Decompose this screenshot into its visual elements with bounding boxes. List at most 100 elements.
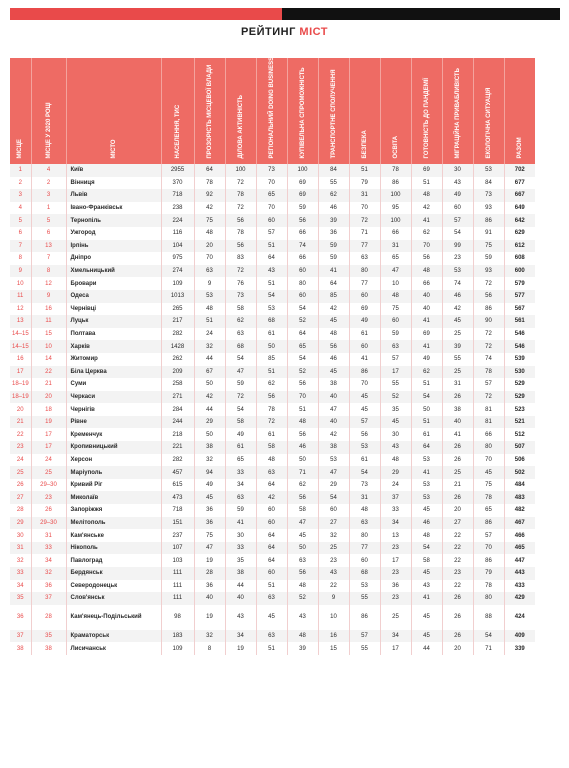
table-row: 18–19 20 Черкаси 271 42 72 56 70 40 45 52 54 26 72 529 [10, 390, 563, 404]
table-cell: 59 [318, 252, 350, 265]
city-cell: Кривий Ріг [66, 478, 162, 492]
table-cell: 60 [256, 214, 288, 227]
table-cell: 64 [287, 327, 319, 341]
rank-2020-cell: 1 [31, 201, 67, 215]
table-cell: 21 [442, 478, 474, 492]
rank-2020-cell: 29–30 [31, 516, 67, 530]
rank-2020-cell: 5 [31, 214, 67, 227]
table-row: 24 24 Херсон 282 32 65 48 50 53 61 48 53 26 70 506 [10, 453, 563, 467]
table-cell: 86 [473, 516, 505, 530]
column-header-label: Разом [516, 136, 523, 158]
table-cell: 78 [473, 365, 505, 379]
table-cell: 40 [225, 592, 257, 605]
rank-cell: 17 [10, 365, 32, 379]
rank-2020-cell: 12 [31, 277, 67, 290]
table-cell: 36 [318, 226, 350, 240]
table-cell: 47 [225, 365, 257, 379]
table-row: 29 29–30 Мелітополь 151 36 41 60 47 27 63 34 46 27 86… [10, 516, 563, 530]
table-cell: 62 [225, 315, 257, 328]
table-cell: 86 [380, 176, 412, 190]
total-cell: 447 [504, 554, 535, 567]
table-cell: 62 [411, 226, 443, 240]
column-header: Купівельна спроможність [287, 58, 319, 164]
column-header: Готовність до пандемії [411, 58, 443, 164]
city-cell: Біла Церква [66, 365, 162, 379]
total-cell: 667 [504, 189, 535, 202]
table-cell: 56 [225, 239, 257, 253]
city-cell: Кременчук [66, 428, 162, 442]
table-cell: 55 [442, 352, 474, 366]
table-cell: 23 [380, 541, 412, 555]
table-cell: 218 [161, 428, 195, 442]
city-cell: Хмельницький [66, 264, 162, 278]
table-cell: 54 [225, 403, 257, 416]
table-cell: 72 [349, 214, 381, 227]
total-cell: 546 [504, 327, 535, 341]
column-header: Регіональний Doing Business [256, 56, 288, 164]
table-cell: 284 [161, 403, 195, 416]
title-part-1: РЕЙТИНГ [240, 26, 296, 38]
column-header: Місто [66, 58, 162, 164]
table-cell: 78 [473, 491, 505, 505]
total-cell: 506 [504, 453, 535, 467]
table-cell: 73 [225, 289, 257, 303]
table-cell: 45 [349, 403, 381, 416]
table-cell: 64 [256, 529, 288, 542]
table-cell: 32 [194, 453, 226, 467]
table-cell: 73 [256, 164, 288, 177]
table-cell: 41 [411, 315, 443, 328]
table-cell: 57 [349, 629, 381, 643]
city-cell: Нікополь [66, 541, 162, 555]
city-cell: Черкаси [66, 390, 162, 404]
rank-2020-cell: 8 [31, 264, 67, 278]
table-cell: 51 [256, 277, 288, 290]
table-cell: 51 [349, 164, 381, 177]
table-cell: 44 [194, 352, 226, 366]
table-cell: 26 [442, 441, 474, 454]
rank-cell: 31 [10, 541, 32, 555]
table-cell: 22 [442, 529, 474, 542]
table-cell: 56 [473, 289, 505, 303]
table-cell: 86 [473, 554, 505, 567]
total-cell: 612 [504, 239, 535, 253]
table-cell: 59 [287, 201, 319, 215]
table-cell: 56 [287, 567, 319, 580]
table-cell: 43 [256, 264, 288, 278]
table-cell: 54 [411, 541, 443, 555]
city-cell: Ужгород [66, 226, 162, 240]
table-cell: 66 [287, 252, 319, 265]
table-cell: 53 [411, 478, 443, 492]
table-cell: 41 [411, 592, 443, 605]
table-cell: 42 [194, 390, 226, 404]
rank-cell: 10 [10, 277, 32, 290]
rank-2020-cell: 19 [31, 415, 67, 429]
table-cell: 80 [287, 277, 319, 290]
rank-cell: 12 [10, 302, 32, 316]
table-cell: 37 [380, 491, 412, 505]
rank-2020-cell: 33 [31, 541, 67, 555]
table-cell: 52 [287, 365, 319, 379]
total-cell: 523 [504, 403, 535, 416]
table-cell: 29 [380, 466, 412, 479]
table-cell: 62 [287, 478, 319, 492]
table-cell: 85 [318, 289, 350, 303]
rank-2020-cell: 11 [31, 315, 67, 328]
rank-cell: 28 [10, 504, 32, 517]
table-cell: 23 [442, 252, 474, 265]
city-cell: Бровари [66, 277, 162, 290]
column-header: Ділова активність [225, 58, 257, 164]
city-cell: Павлоград [66, 554, 162, 567]
table-cell: 64 [194, 164, 226, 177]
city-rating-table: Місце Місце у 2020 році Місто Населення, ти… [10, 56, 564, 655]
table-cell: 32 [194, 629, 226, 643]
table-cell: 61 [411, 428, 443, 442]
table-cell: 33 [225, 541, 257, 555]
table-cell: 99 [442, 239, 474, 253]
table-cell: 83 [225, 252, 257, 265]
table-cell: 46 [411, 516, 443, 530]
rank-cell: 29 [10, 516, 32, 530]
table-cell: 47 [194, 541, 226, 555]
table-cell: 19 [194, 604, 226, 630]
table-cell: 57 [256, 226, 288, 240]
column-header: Населення, тис [161, 58, 195, 164]
